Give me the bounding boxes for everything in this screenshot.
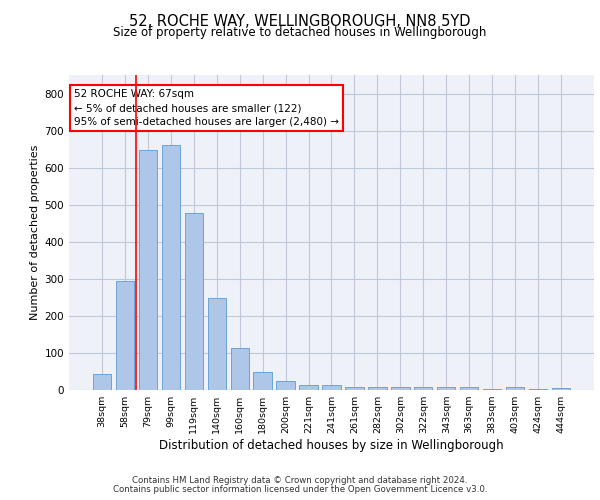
Bar xyxy=(162,146,180,390)
X-axis label: Distribution of detached houses by size in Wellingborough: Distribution of detached houses by size … xyxy=(159,439,504,452)
Bar xyxy=(116,282,134,390)
Text: 52, ROCHE WAY, WELLINGBOROUGH, NN8 5YD: 52, ROCHE WAY, WELLINGBOROUGH, NN8 5YD xyxy=(129,14,471,29)
Bar xyxy=(322,385,341,390)
Bar xyxy=(391,388,410,390)
Bar xyxy=(230,348,249,390)
Bar xyxy=(529,389,547,390)
Y-axis label: Number of detached properties: Number of detached properties xyxy=(31,145,40,320)
Bar xyxy=(185,213,203,390)
Text: Contains public sector information licensed under the Open Government Licence v3: Contains public sector information licen… xyxy=(113,485,487,494)
Bar xyxy=(506,386,524,390)
Bar xyxy=(139,150,157,390)
Text: 52 ROCHE WAY: 67sqm
← 5% of detached houses are smaller (122)
95% of semi-detach: 52 ROCHE WAY: 67sqm ← 5% of detached hou… xyxy=(74,89,339,127)
Text: Contains HM Land Registry data © Crown copyright and database right 2024.: Contains HM Land Registry data © Crown c… xyxy=(132,476,468,485)
Text: Size of property relative to detached houses in Wellingborough: Size of property relative to detached ho… xyxy=(113,26,487,39)
Bar xyxy=(483,389,501,390)
Bar xyxy=(277,380,295,390)
Bar xyxy=(368,388,386,390)
Bar xyxy=(208,298,226,390)
Bar xyxy=(552,388,570,390)
Bar xyxy=(93,374,111,390)
Bar xyxy=(414,386,433,390)
Bar xyxy=(253,372,272,390)
Bar xyxy=(345,386,364,390)
Bar xyxy=(460,386,478,390)
Bar xyxy=(437,388,455,390)
Bar xyxy=(299,385,318,390)
